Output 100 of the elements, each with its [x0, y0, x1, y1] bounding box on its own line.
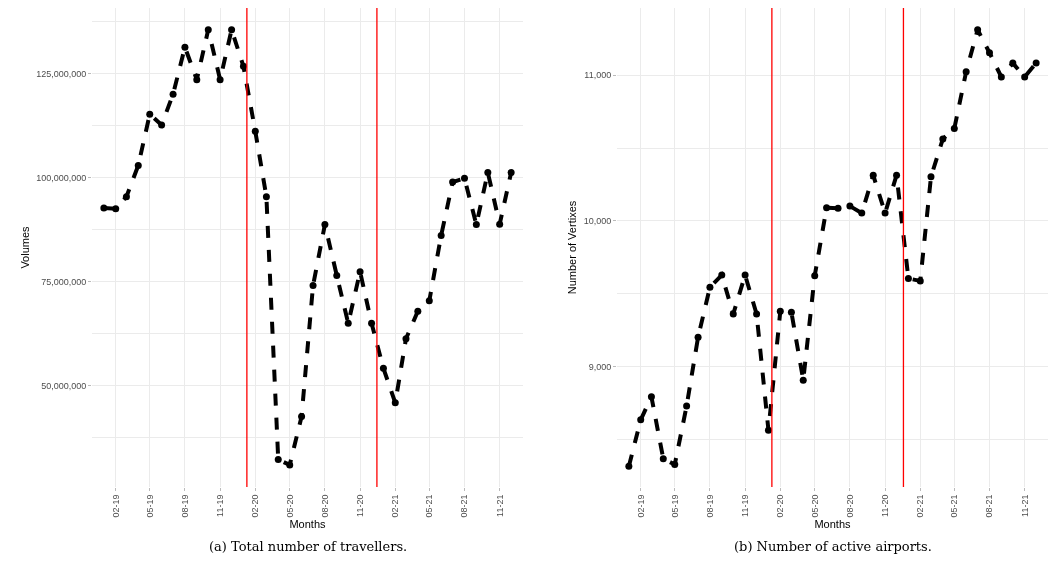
point — [507, 169, 515, 177]
point — [916, 277, 924, 285]
x-tick-label: 08-20 — [319, 494, 330, 518]
point — [950, 125, 958, 133]
point — [122, 193, 130, 201]
point — [146, 110, 154, 118]
point — [647, 393, 655, 401]
x-axis-title: Months — [289, 517, 327, 530]
point — [204, 26, 212, 34]
x-tick-label: 02-21 — [915, 494, 926, 518]
point — [799, 376, 807, 384]
point — [637, 416, 645, 424]
x-tick-label: 11-20 — [880, 494, 891, 517]
point — [356, 268, 364, 276]
x-tick-label: 11-19 — [215, 494, 226, 517]
point — [683, 402, 691, 410]
point — [625, 462, 633, 470]
point — [893, 171, 901, 179]
point — [368, 319, 376, 327]
x-tick-label: 02-19 — [110, 494, 121, 518]
x-tick-label: 11-19 — [740, 494, 751, 517]
point — [112, 205, 120, 213]
point — [425, 297, 433, 305]
y-tick-label: 125,000,000 — [36, 68, 87, 79]
point — [904, 275, 912, 283]
x-tick-label: 05-19 — [144, 494, 155, 518]
point — [239, 62, 247, 70]
x-tick-label: 02-20 — [775, 494, 786, 518]
x-tick-label: 05-21 — [424, 494, 435, 518]
point — [169, 90, 177, 98]
point — [460, 174, 468, 182]
point — [753, 310, 761, 318]
point — [1021, 73, 1029, 81]
point — [414, 307, 422, 315]
point — [811, 272, 819, 280]
point — [1032, 59, 1040, 67]
x-tick-label: 05-21 — [949, 494, 960, 518]
x-tick-label: 08-19 — [704, 494, 715, 518]
point — [134, 161, 142, 169]
x-tick-label: 11-21 — [494, 494, 505, 517]
point — [286, 461, 294, 469]
point — [834, 204, 842, 212]
y-tick-label: 10,000 — [583, 216, 612, 227]
point — [741, 271, 749, 279]
point — [344, 319, 352, 327]
point — [449, 178, 457, 186]
point — [298, 413, 306, 421]
point — [193, 76, 201, 84]
point — [379, 364, 387, 372]
point — [939, 135, 947, 143]
point — [216, 76, 224, 84]
point — [309, 281, 317, 289]
point — [472, 221, 480, 229]
point — [671, 461, 679, 469]
point — [706, 283, 714, 291]
point — [858, 209, 866, 217]
x-tick-label: 11-21 — [1019, 494, 1030, 517]
x-tick-label: 11-20 — [355, 494, 365, 517]
point — [694, 333, 702, 341]
point — [1009, 59, 1017, 67]
x-tick-label: 08-20 — [844, 494, 855, 518]
x-tick-label: 02-21 — [390, 494, 401, 518]
point — [974, 26, 982, 34]
point — [787, 308, 795, 316]
point — [484, 169, 492, 177]
y-tick-label: 11,000 — [584, 70, 612, 81]
point — [776, 307, 784, 315]
point — [158, 121, 166, 129]
point — [985, 49, 993, 57]
y-tick-label: 50,000,000 — [41, 380, 87, 391]
point — [823, 204, 831, 212]
y-axis-title: Volumes — [18, 225, 31, 269]
point — [251, 127, 259, 135]
point — [846, 202, 854, 210]
point — [402, 335, 410, 343]
point — [100, 204, 108, 212]
point — [437, 231, 445, 239]
x-tick-label: 02-20 — [250, 494, 261, 518]
x-tick-label: 08-21 — [459, 494, 470, 518]
point — [881, 209, 889, 217]
point — [262, 193, 270, 201]
x-axis-title: Months — [814, 517, 852, 530]
point — [869, 171, 877, 179]
text: (b) Number of active airports. — [734, 539, 932, 554]
point — [321, 221, 329, 229]
x-tick-label: 05-19 — [669, 494, 680, 518]
point — [718, 271, 726, 279]
x-tick-label: 05-20 — [284, 494, 295, 518]
y-tick-label: 9,000 — [588, 361, 612, 372]
point — [228, 26, 236, 34]
point — [391, 399, 399, 407]
point — [962, 68, 970, 76]
point — [496, 220, 504, 228]
point — [181, 43, 189, 51]
y-tick-label: 100,000,000 — [36, 172, 87, 183]
text: (a) Total number of travellers. — [209, 539, 408, 554]
point — [274, 456, 282, 464]
point — [927, 173, 935, 181]
point — [333, 271, 341, 279]
x-tick-label: 05-20 — [809, 494, 820, 518]
